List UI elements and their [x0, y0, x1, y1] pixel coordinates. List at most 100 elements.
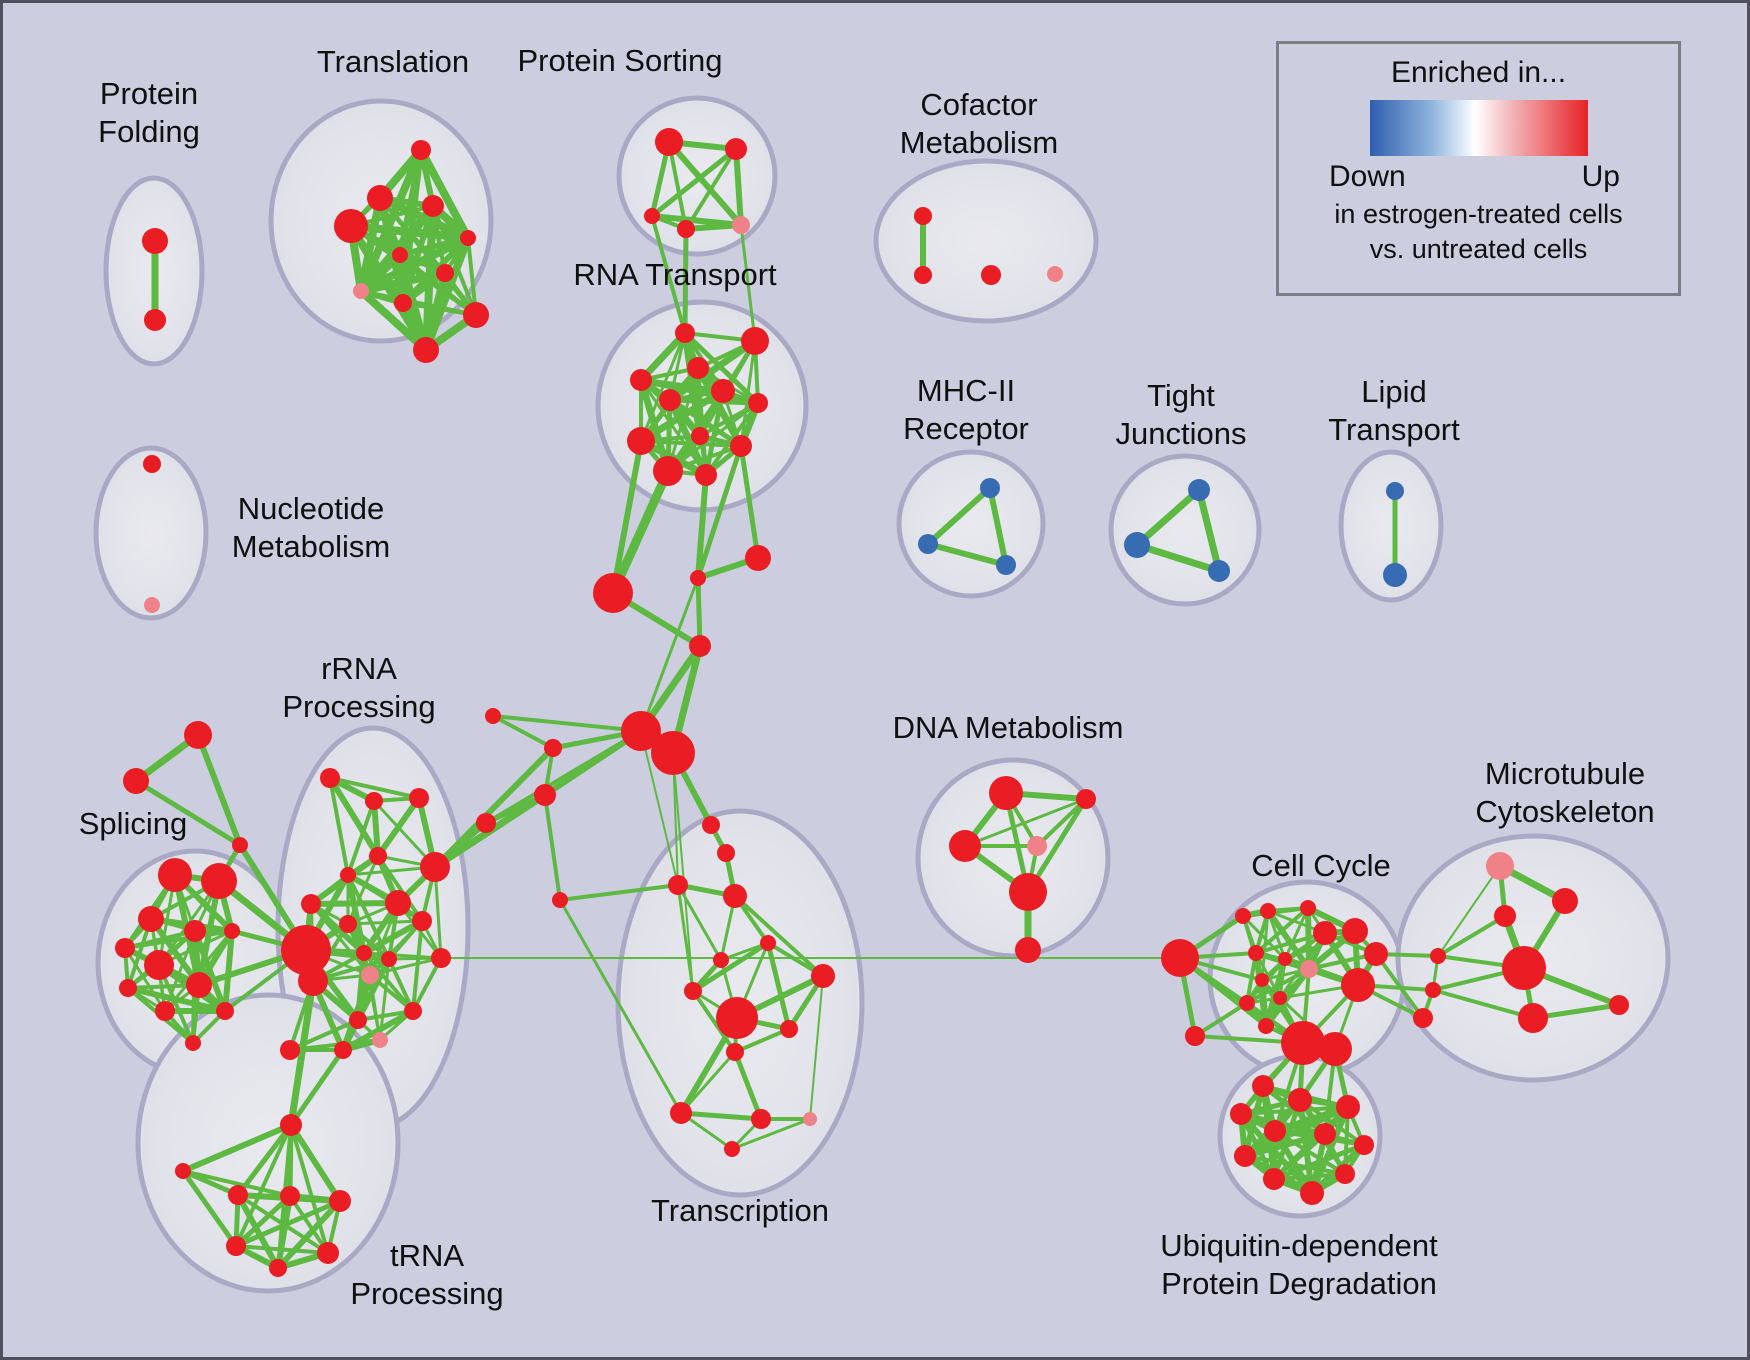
node-rr9 — [412, 911, 432, 931]
node-dn4 — [1027, 836, 1047, 856]
node-cn13 — [476, 813, 496, 833]
network-edge — [1436, 914, 1507, 958]
cluster-label-trna-processing: Processing — [350, 1276, 503, 1311]
network-edge — [610, 440, 644, 594]
node-rr18 — [334, 1041, 352, 1059]
network-edge — [682, 228, 689, 334]
network-edge — [733, 148, 744, 226]
network-edge — [680, 1110, 762, 1122]
node-cn1 — [593, 573, 633, 613]
cluster-label-splicing-triangle: Splicing — [79, 806, 188, 841]
node-cc12 — [1239, 995, 1255, 1011]
node-rt11 — [653, 456, 683, 486]
node-tc9 — [726, 1043, 744, 1061]
network-edge — [346, 800, 376, 876]
network-edge — [672, 752, 694, 992]
network-edge — [543, 794, 562, 901]
network-edge — [739, 224, 757, 342]
network-edge — [357, 1009, 414, 1022]
node-ub11 — [1300, 1181, 1324, 1205]
cluster-label-dna-metabolism: DNA Metabolism — [893, 710, 1124, 745]
network-edge — [492, 714, 554, 750]
network-edge — [666, 140, 744, 227]
network-edge — [369, 956, 442, 977]
network-edge — [640, 730, 679, 886]
node-rrh — [281, 925, 331, 975]
network-edge — [433, 866, 443, 959]
network-edge — [1241, 914, 1287, 961]
network-edge — [235, 1244, 329, 1255]
node-cc14 — [1258, 1018, 1274, 1034]
node-cc5 — [1342, 918, 1368, 944]
network-edge — [559, 883, 679, 902]
node-cn12 — [485, 708, 501, 724]
node-trh — [280, 1114, 302, 1136]
legend-up-label: Up — [1581, 160, 1620, 193]
cluster-label-ubiquitin-degradation: Protein Degradation — [1161, 1266, 1437, 1301]
network-edge — [1195, 489, 1223, 572]
network-edge — [387, 958, 415, 1012]
node-cc1 — [1235, 908, 1251, 924]
node-sx1 — [184, 721, 212, 749]
node-rt7 — [748, 393, 768, 413]
node-tl8 — [353, 283, 369, 299]
network-edge — [1246, 967, 1310, 1005]
network-edge — [234, 1124, 293, 1247]
network-edge — [329, 776, 420, 800]
node-tc2 — [723, 884, 747, 908]
network-edge — [1035, 797, 1088, 848]
node-sp11 — [216, 1002, 234, 1020]
legend-down-label: Down — [1329, 160, 1406, 193]
node-rr8 — [385, 890, 411, 916]
node-rr3 — [409, 788, 429, 808]
node-ub2 — [1288, 1088, 1312, 1112]
network-edge — [234, 1194, 292, 1248]
node-rr2 — [365, 792, 383, 810]
network-edge — [180, 1169, 239, 1248]
network-edge — [1193, 1001, 1249, 1038]
node-rr7 — [420, 852, 450, 882]
node-cc8 — [1300, 960, 1318, 978]
network-edge — [327, 776, 381, 858]
node-rt1 — [675, 323, 695, 343]
node-mh3 — [996, 555, 1016, 575]
node-rr19 — [280, 1040, 300, 1060]
node-tl6 — [392, 247, 408, 263]
node-ub1 — [1252, 1075, 1274, 1097]
cluster-label-rna-transport: RNA Transport — [573, 257, 777, 292]
node-mt3 — [1494, 905, 1516, 927]
network-edge — [287, 980, 317, 1126]
node-rrb — [298, 966, 328, 996]
node-tc7 — [716, 997, 758, 1039]
enclosure-tight-junctions — [1108, 453, 1262, 607]
cluster-label-lipid-transport: Transport — [1328, 412, 1460, 447]
network-edge — [558, 899, 683, 1114]
network-edge — [1437, 865, 1501, 957]
node-cn7 — [544, 739, 562, 757]
node-mt6 — [1609, 995, 1629, 1015]
node-pf1 — [142, 228, 168, 254]
node-tr1 — [175, 1163, 191, 1179]
cluster-label-trna-processing: tRNA — [390, 1238, 464, 1273]
cluster-label-protein-folding: Protein — [100, 76, 198, 111]
network-edge — [691, 989, 737, 1054]
enclosure-mhc-ii-receptor — [896, 449, 1046, 599]
node-sp1 — [158, 858, 192, 892]
node-dn5 — [1009, 873, 1047, 911]
node-tc13 — [724, 1141, 740, 1157]
node-tl11 — [413, 337, 439, 363]
node-ub8 — [1234, 1145, 1256, 1167]
node-rt3 — [687, 357, 709, 379]
node-tr2 — [228, 1185, 248, 1205]
node-tr3 — [280, 1186, 300, 1206]
node-cc17 — [1413, 1008, 1433, 1028]
node-sp9 — [119, 979, 137, 997]
node-tl1 — [411, 140, 431, 160]
node-ub4 — [1336, 1095, 1360, 1119]
node-cc4 — [1313, 921, 1337, 945]
network-edge — [704, 401, 760, 477]
node-tj2 — [1124, 532, 1150, 558]
node-cn10 — [717, 844, 735, 862]
